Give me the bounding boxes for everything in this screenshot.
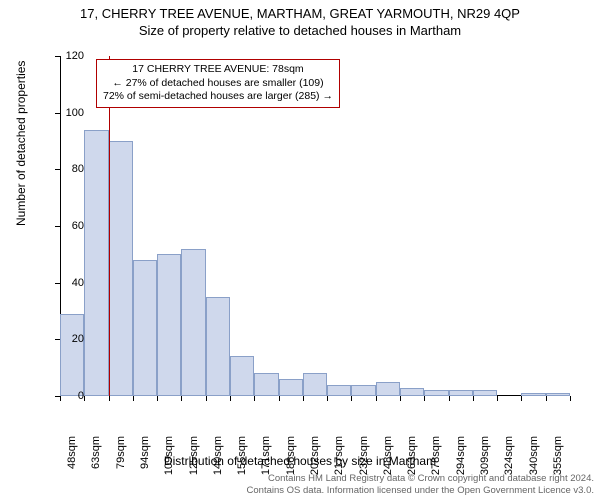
chart-container: 17, CHERRY TREE AVENUE, MARTHAM, GREAT Y… — [0, 0, 600, 500]
title-sub: Size of property relative to detached ho… — [0, 21, 600, 38]
footer-line-2: Contains OS data. Information licensed u… — [0, 485, 594, 497]
histogram-bar — [473, 390, 497, 396]
histogram-bar — [157, 254, 181, 396]
y-tick-label: 80 — [56, 163, 84, 175]
title-address: 17, CHERRY TREE AVENUE, MARTHAM, GREAT Y… — [0, 0, 600, 21]
histogram-bar — [327, 385, 351, 396]
y-tick-label: 20 — [56, 333, 84, 345]
histogram-bar — [521, 393, 545, 396]
histogram-bar — [303, 373, 327, 396]
y-tick-label: 120 — [56, 50, 84, 62]
y-tick-label: 60 — [56, 220, 84, 232]
x-axis-label: Distribution of detached houses by size … — [0, 454, 600, 468]
histogram-bar — [279, 379, 303, 396]
histogram-bar — [254, 373, 278, 396]
y-tick-label: 0 — [56, 390, 84, 402]
histogram-bar — [449, 390, 473, 396]
y-tick-label: 40 — [56, 277, 84, 289]
annotation-line: 72% of semi-detached houses are larger (… — [103, 90, 333, 104]
footer-line-1: Contains HM Land Registry data © Crown c… — [0, 473, 594, 485]
annotation-box: 17 CHERRY TREE AVENUE: 78sqm← 27% of det… — [96, 59, 340, 108]
histogram-bar — [230, 356, 254, 396]
histogram-bar — [60, 314, 84, 396]
histogram-bar — [109, 141, 133, 396]
histogram-bar — [181, 249, 205, 396]
histogram-bar — [351, 385, 375, 396]
histogram-bar — [424, 390, 448, 396]
histogram-bar — [206, 297, 230, 396]
histogram-bar — [376, 382, 400, 396]
histogram-bar — [400, 388, 424, 397]
histogram-bar — [84, 130, 108, 396]
y-axis-label: Number of detached properties — [14, 61, 28, 226]
histogram-bar — [546, 393, 570, 396]
annotation-line: ← 27% of detached houses are smaller (10… — [103, 77, 333, 91]
y-tick-label: 100 — [56, 107, 84, 119]
footer: Contains HM Land Registry data © Crown c… — [0, 473, 594, 497]
annotation-line: 17 CHERRY TREE AVENUE: 78sqm — [103, 63, 333, 77]
plot-area: 48sqm63sqm79sqm94sqm109sqm125sqm140sqm15… — [60, 56, 570, 396]
histogram-bar — [133, 260, 157, 396]
